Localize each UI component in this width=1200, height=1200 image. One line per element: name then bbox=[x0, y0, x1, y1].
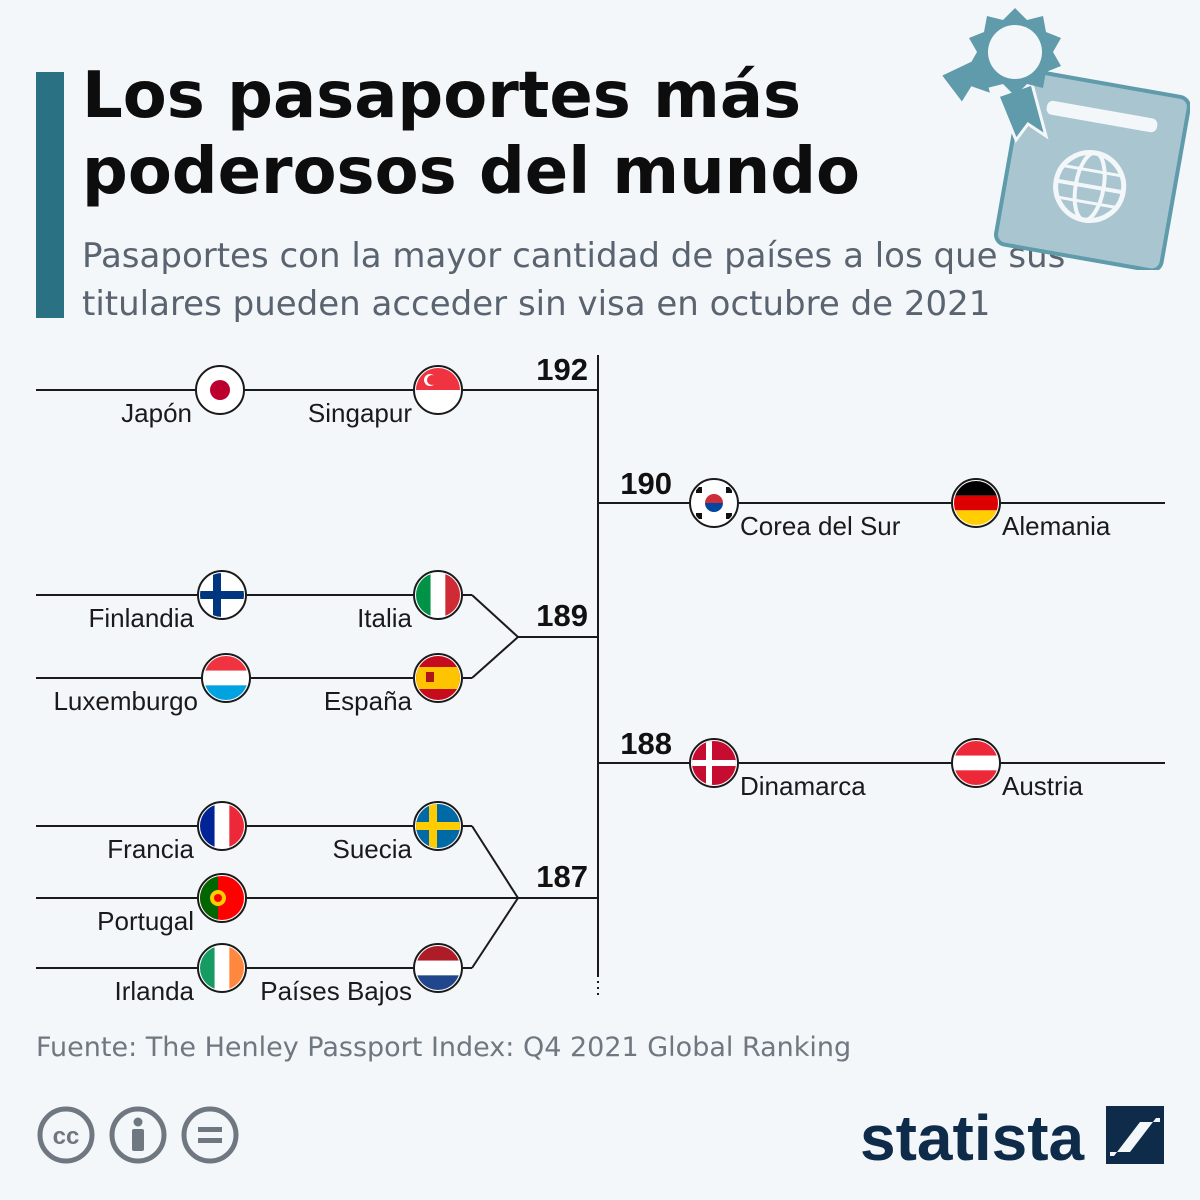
country-label: Finlandia bbox=[88, 603, 194, 633]
passport-award-icon bbox=[937, 8, 1190, 270]
accent-bar bbox=[36, 72, 64, 318]
luxemburgo-flag-icon bbox=[201, 653, 251, 703]
dinamarca-flag-icon bbox=[689, 738, 739, 788]
rank-value: 189 bbox=[536, 598, 588, 633]
country-label: Corea del Sur bbox=[740, 511, 901, 541]
country-label: Japón bbox=[121, 398, 192, 428]
singapur-flag-icon bbox=[413, 365, 463, 415]
country-label: España bbox=[324, 686, 413, 716]
italia-flag-icon bbox=[413, 570, 463, 620]
svg-text:cc: cc bbox=[53, 1123, 80, 1150]
license-icons: cc bbox=[37, 1106, 239, 1164]
country-label: Portugal bbox=[97, 906, 194, 936]
brand-wordmark: statista bbox=[860, 1102, 1085, 1172]
country-label: Irlanda bbox=[115, 976, 195, 1006]
no-derivatives-icon bbox=[181, 1106, 239, 1164]
alemania-flag-icon bbox=[951, 478, 1001, 528]
espana-flag-icon bbox=[413, 653, 463, 703]
austria-flag-icon bbox=[951, 738, 1001, 788]
corea-del-sur-flag-icon bbox=[689, 478, 739, 528]
country-label: Países Bajos bbox=[260, 976, 412, 1006]
country-label: Dinamarca bbox=[740, 771, 866, 801]
source-note: Fuente: The Henley Passport Index: Q4 20… bbox=[36, 1032, 852, 1063]
rank-value: 190 bbox=[620, 466, 672, 501]
creative-commons-icon: cc bbox=[37, 1106, 95, 1164]
country-label: Francia bbox=[107, 834, 194, 864]
bracket-merge-line bbox=[471, 825, 519, 899]
bracket-merge-line bbox=[471, 594, 519, 638]
attribution-icon bbox=[109, 1106, 167, 1164]
portugal-flag-icon bbox=[197, 873, 247, 923]
page-title: Los pasaportes más poderosos del mundo bbox=[82, 59, 860, 209]
rank-value: 187 bbox=[536, 859, 588, 894]
country-label: Alemania bbox=[1002, 511, 1111, 541]
rank-value: 188 bbox=[620, 726, 672, 761]
statista-logo: statista bbox=[860, 1102, 1164, 1172]
rank-value: 192 bbox=[536, 352, 588, 387]
page-subtitle: Pasaportes con la mayor cantidad de país… bbox=[82, 236, 1066, 324]
irlanda-flag-icon bbox=[197, 943, 247, 993]
country-label: Luxemburgo bbox=[53, 686, 198, 716]
francia-flag-icon bbox=[197, 801, 247, 851]
bracket-merge-line bbox=[471, 636, 519, 679]
statista-mark-icon bbox=[1106, 1106, 1164, 1164]
country-label: Suecia bbox=[333, 834, 413, 864]
country-label: Italia bbox=[357, 603, 412, 633]
suecia-flag-icon bbox=[413, 801, 463, 851]
country-label: Austria bbox=[1002, 771, 1083, 801]
ranking-bracket-chart: Japón Singapur 192 Finlandia Italia Luxemburg… bbox=[36, 352, 1165, 1006]
country-label: Singapur bbox=[308, 398, 412, 428]
japon-flag-icon bbox=[195, 365, 245, 415]
paises-bajos-flag-icon bbox=[413, 943, 463, 993]
bracket-merge-line bbox=[471, 897, 519, 969]
finlandia-flag-icon bbox=[197, 570, 247, 620]
